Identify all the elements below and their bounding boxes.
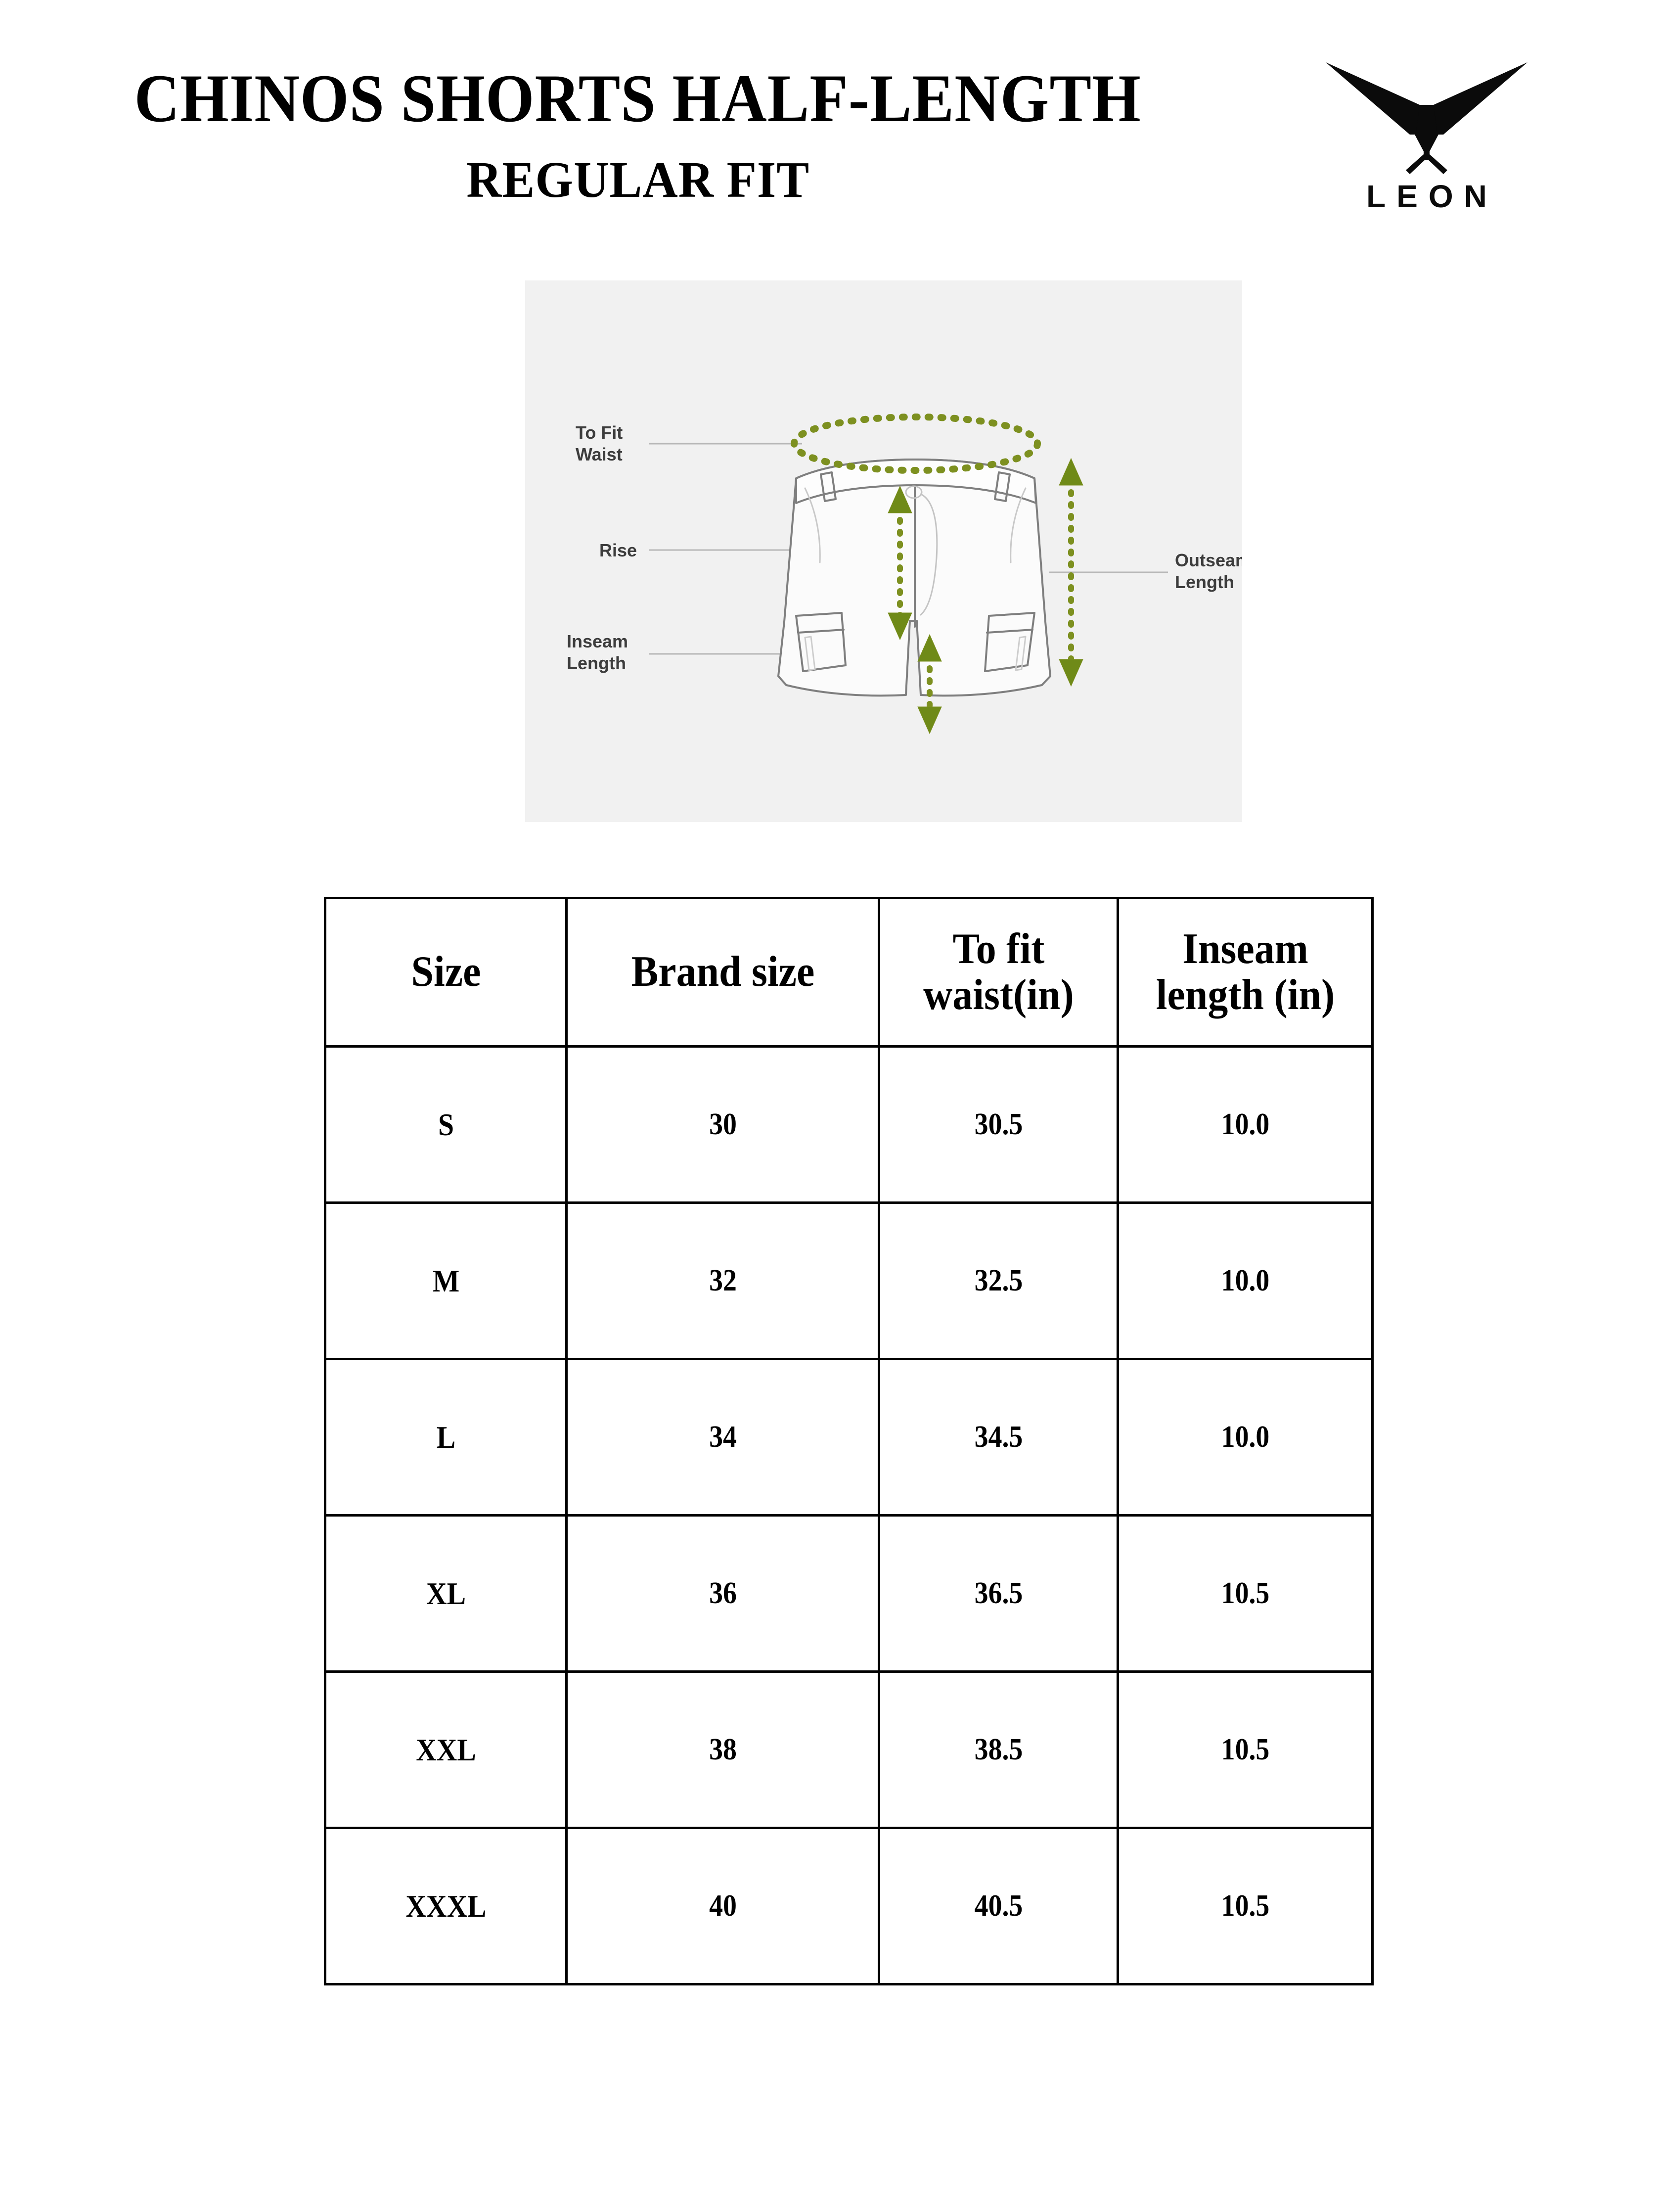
brand-wordmark: LEON (1366, 179, 1498, 214)
table-row: S 30 30.5 10.0 (325, 1045, 1373, 1204)
label-inseam-length-line2: Length (567, 653, 626, 673)
cell-inseam-length: 10.5 (1129, 1827, 1361, 1985)
cell-size: XXL (336, 1670, 556, 1829)
outseam-length-arrow (1059, 458, 1083, 687)
cell-size: M (336, 1201, 556, 1360)
inseam-length-arrow (917, 634, 942, 735)
label-inseam-length-line1: Inseam (567, 631, 628, 651)
title-block: CHINOS SHORTS HALF-LENGTH REGULAR FIT (0, 0, 1276, 247)
page-title: CHINOS SHORTS HALF-LENGTH (134, 60, 1142, 136)
cell-brand-size: 34 (581, 1358, 865, 1517)
table-header-row: Size Brand size To fit waist(in) Inseam … (325, 897, 1373, 1048)
table-row: XXL 38 38.5 10.5 (325, 1670, 1373, 1829)
cell-to-fit-waist: 36.5 (890, 1514, 1107, 1673)
cell-brand-size: 40 (581, 1827, 865, 1985)
cell-to-fit-waist: 34.5 (890, 1358, 1107, 1517)
column-header-to-fit-waist: To fit waist(in) (886, 897, 1111, 1048)
column-header-inseam-length-line1: Inseam (1182, 925, 1308, 973)
cell-inseam-length: 10.0 (1129, 1201, 1361, 1360)
table-row: L 34 34.5 10.0 (325, 1358, 1373, 1517)
column-header-brand-size: Brand size (576, 897, 869, 1048)
cell-brand-size: 38 (581, 1670, 865, 1829)
cell-size: XL (336, 1514, 556, 1673)
cell-to-fit-waist: 38.5 (890, 1670, 1107, 1829)
label-outseam-length-line1: Outseam (1175, 550, 1242, 570)
column-header-to-fit-waist-line1: To fit (952, 925, 1044, 973)
brand-logo: LEON (1313, 59, 1540, 223)
label-outseam-length-line2: Length (1175, 572, 1234, 592)
cell-size: S (336, 1045, 556, 1204)
column-header-size: Size (332, 897, 559, 1048)
cell-brand-size: 32 (581, 1201, 865, 1360)
size-chart-table: Size Brand size To fit waist(in) Inseam … (324, 897, 1374, 1985)
cell-inseam-length: 10.0 (1129, 1045, 1361, 1204)
cell-size: XXXL (336, 1827, 556, 1985)
page-header: CHINOS SHORTS HALF-LENGTH REGULAR FIT (0, 0, 1659, 262)
table-row: XXXL 40 40.5 10.5 (325, 1827, 1373, 1985)
cell-brand-size: 30 (581, 1045, 865, 1204)
measurement-diagram: To Fit Waist Rise Inseam Length Outseam … (525, 280, 1242, 822)
column-header-inseam-length: Inseam length (in) (1125, 897, 1365, 1048)
cell-inseam-length: 10.5 (1129, 1514, 1361, 1673)
cell-inseam-length: 10.0 (1129, 1358, 1361, 1517)
cell-size: L (336, 1358, 556, 1517)
column-header-inseam-length-line2: length (in) (1156, 970, 1335, 1019)
table-row: M 32 32.5 10.0 (325, 1201, 1373, 1360)
table-row: XL 36 36.5 10.5 (325, 1514, 1373, 1673)
to-fit-waist-indicator (791, 414, 1041, 474)
cell-to-fit-waist: 32.5 (890, 1201, 1107, 1360)
label-rise: Rise (599, 540, 637, 560)
leon-bird-emblem-icon (1323, 59, 1530, 176)
cell-to-fit-waist: 30.5 (890, 1045, 1107, 1204)
column-header-to-fit-waist-line2: waist(in) (923, 970, 1074, 1019)
rise-arrow (888, 485, 912, 641)
cell-brand-size: 36 (581, 1514, 865, 1673)
label-to-fit-waist-line1: To Fit (576, 422, 623, 443)
page-subtitle: REGULAR FIT (466, 151, 809, 208)
column-header-brand-size-label: Brand size (631, 948, 814, 996)
cell-to-fit-waist: 40.5 (890, 1827, 1107, 1985)
column-header-size-label: Size (411, 948, 481, 996)
cell-inseam-length: 10.5 (1129, 1670, 1361, 1829)
label-to-fit-waist-line2: Waist (576, 444, 623, 464)
